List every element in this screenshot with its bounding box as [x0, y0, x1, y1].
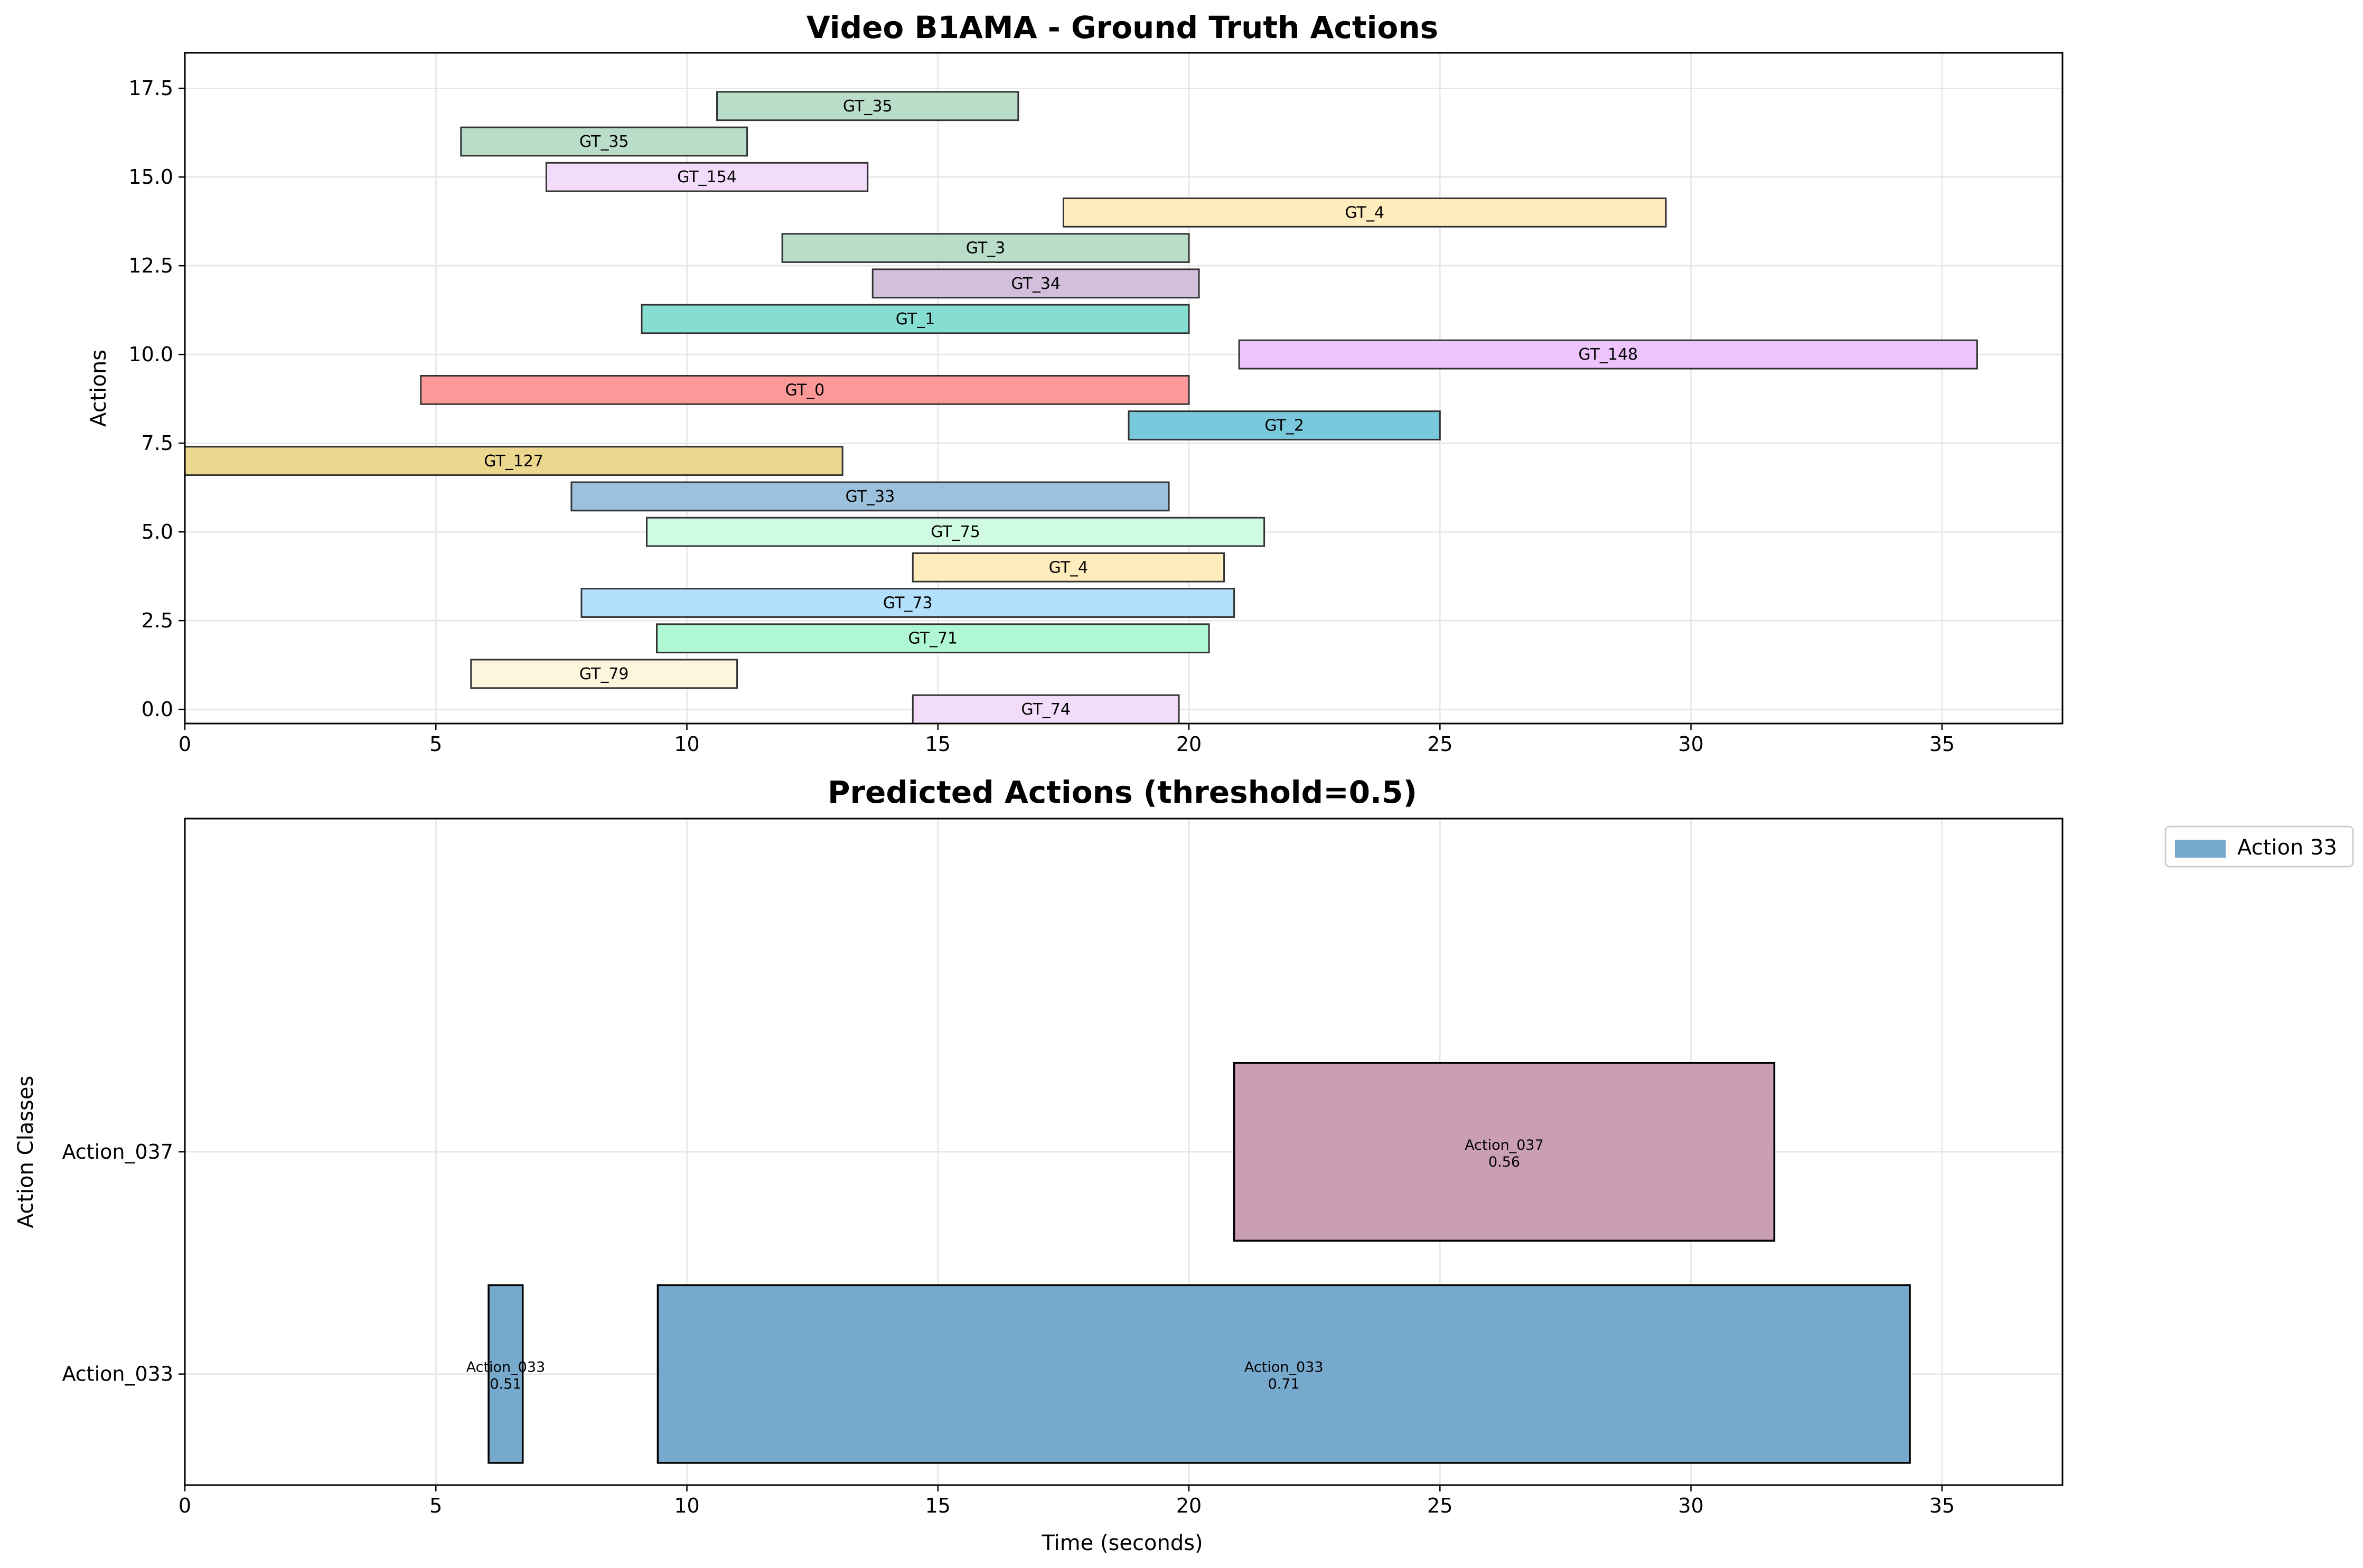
gt-bar	[641, 304, 1190, 334]
gt-bar	[1128, 410, 1441, 440]
gt-bar-label: GT_35	[579, 133, 629, 151]
x-tick-label: 10	[674, 733, 699, 756]
x-axis-ticks: 0 5 10 15 20 25 30 35	[179, 1485, 1955, 1517]
gt-bar-label: GT_4	[1345, 203, 1384, 222]
y-tick-label: 5.0	[142, 520, 173, 543]
plot-frame	[184, 52, 2064, 725]
gt-bar-label: GT_73	[883, 594, 933, 613]
gt-bar-label: GT_74	[1021, 700, 1071, 719]
pred-bar-label: Action_033	[466, 1359, 546, 1376]
gt-bar-label: GT_75	[931, 523, 980, 541]
legend-entry: Action 33	[2237, 835, 2337, 860]
bars	[184, 91, 1978, 725]
y-tick-label: Action_037	[62, 1140, 173, 1163]
x-tick-label: 35	[1929, 1494, 1955, 1517]
x-tick-label: 35	[1929, 733, 1955, 756]
gt-bar	[470, 659, 738, 689]
gt-bar	[580, 588, 1235, 618]
gt-bar-label: GT_33	[846, 487, 895, 506]
gt-bar-label: GT_79	[579, 665, 629, 683]
x-axis-label: Time (seconds)	[1041, 1531, 1203, 1555]
ground-truth-chart: Video B1AMA - Ground Truth Actions GT_74…	[87, 10, 2064, 756]
pred-bar	[1233, 1062, 1776, 1242]
pred-bar	[657, 1284, 1911, 1464]
gt-bar-label: GT_35	[843, 97, 893, 116]
y-tick-label: Action_033	[62, 1363, 173, 1386]
legend-swatch	[2175, 840, 2226, 858]
pred-bar-score: 0.56	[1488, 1154, 1520, 1170]
y-tick-label: 10.0	[128, 343, 173, 366]
gt-bar	[570, 481, 1170, 512]
x-tick-label: 0	[179, 1494, 191, 1517]
x-axis-ticks: 0 5 10 15 20 25 30 35	[179, 724, 1955, 756]
x-tick-label: 25	[1427, 1494, 1452, 1517]
x-tick-label: 25	[1427, 733, 1452, 756]
gt-bar-label: GT_2	[1264, 417, 1304, 435]
gt-bar-label: GT_71	[908, 630, 958, 648]
gt-bar	[420, 374, 1190, 405]
legend: Action 33	[2164, 825, 2354, 868]
gt-bar-label: GT_0	[785, 381, 825, 399]
gt-bar	[545, 162, 869, 192]
chart-title: Video B1AMA - Ground Truth Actions	[807, 10, 1438, 45]
gt-bar	[184, 446, 843, 476]
x-tick-label: 30	[1678, 1494, 1703, 1517]
gt-bar-label: GT_4	[1049, 558, 1089, 577]
gt-bar	[656, 623, 1210, 654]
bar-labels: GT_74 GT_79 GT_71 GT_73 GT_4 GT_75 GT_33 GT_127…	[484, 97, 1638, 719]
x-tick-label: 15	[925, 733, 951, 756]
chart-title: Predicted Actions (threshold=0.5)	[828, 774, 1417, 810]
x-tick-label: 15	[925, 1494, 951, 1517]
gt-bar	[645, 517, 1265, 547]
pred-bar-score: 0.71	[1268, 1376, 1300, 1393]
gt-bar	[1238, 339, 1978, 370]
y-tick-label: 7.5	[142, 431, 173, 455]
gt-bar	[871, 268, 1200, 299]
pred-bar-score: 0.51	[490, 1376, 521, 1393]
y-axis-label: Actions	[87, 350, 111, 427]
gt-bar-label: GT_127	[484, 452, 543, 471]
y-tick-label: 0.0	[142, 698, 173, 721]
x-tick-label: 0	[179, 733, 191, 756]
pred-bar-label: Action_033	[1244, 1359, 1324, 1376]
y-tick-label: 15.0	[128, 165, 173, 189]
gt-bar	[716, 91, 1019, 121]
y-axis-label: Action Classes	[14, 1076, 38, 1228]
x-tick-label: 20	[1176, 733, 1202, 756]
y-axis-ticks: 0.0 2.5 5.0 7.5 10.0 12.5 15.0 17.5	[128, 77, 185, 721]
gt-bar	[1062, 198, 1667, 228]
x-tick-label: 10	[674, 1494, 699, 1517]
gt-bar	[912, 552, 1225, 583]
predicted-chart: Predicted Actions (threshold=0.5) Action…	[14, 774, 2064, 1555]
gt-bar	[460, 126, 748, 157]
gt-bar-label: GT_34	[1011, 275, 1061, 293]
y-tick-label: 17.5	[128, 77, 173, 100]
gt-bar-label: GT_148	[1578, 345, 1638, 364]
x-tick-label: 20	[1176, 1494, 1202, 1517]
gt-bar-label: GT_1	[896, 310, 935, 328]
y-tick-label: 12.5	[128, 254, 173, 277]
x-tick-label: 5	[429, 733, 442, 756]
x-tick-label: 5	[429, 1494, 442, 1517]
y-axis-ticks: Action_033 Action_037	[62, 1140, 185, 1386]
pred-bar-label: Action_037	[1465, 1137, 1544, 1153]
gt-bar	[781, 233, 1190, 263]
gt-bar-label: GT_3	[966, 239, 1006, 258]
bar-labels: Action_0330.51Action_0330.71Action_0370.…	[466, 1137, 1544, 1393]
bars	[487, 1062, 1911, 1464]
x-tick-label: 30	[1678, 733, 1703, 756]
gt-bar-label: GT_154	[677, 168, 737, 186]
y-tick-label: 2.5	[142, 609, 173, 632]
pred-bar	[487, 1284, 524, 1464]
